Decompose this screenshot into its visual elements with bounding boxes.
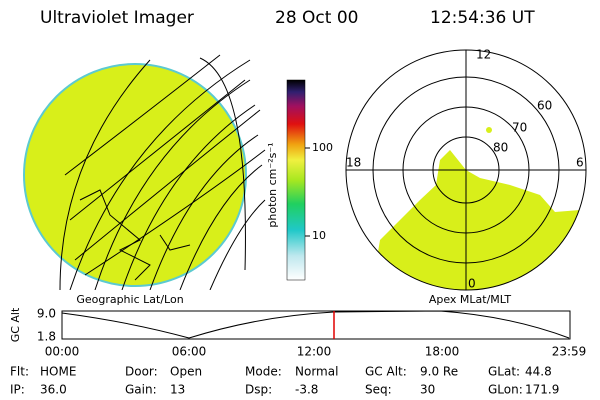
colorbar-label: photon cm⁻²s⁻¹ bbox=[266, 142, 279, 227]
panel-caption: Geographic Lat/Lon bbox=[76, 293, 183, 306]
status-label: GLon: bbox=[488, 383, 523, 397]
date: 28 Oct 00 bbox=[275, 8, 358, 28]
status-label: GC Alt: bbox=[365, 365, 407, 379]
status-value: 171.9 bbox=[525, 383, 559, 397]
x-tick-label: 18:00 bbox=[425, 345, 460, 359]
status-label: Door: bbox=[125, 365, 158, 379]
mlt-label: 18 bbox=[346, 156, 361, 170]
lat-label: 60 bbox=[537, 99, 552, 113]
status-label: Mode: bbox=[245, 365, 282, 379]
title: Ultraviolet Imager bbox=[40, 8, 194, 28]
status-label: Flt: bbox=[10, 365, 29, 379]
lat-label: 70 bbox=[512, 121, 527, 135]
colorbar-tick-label: 10 bbox=[312, 229, 326, 242]
x-tick-label: 12:00 bbox=[297, 345, 332, 359]
status-label: Gain: bbox=[125, 383, 157, 397]
status-label: Seq: bbox=[365, 383, 392, 397]
status-value: 36.0 bbox=[40, 383, 67, 397]
colorbar-tick-label: 100 bbox=[312, 141, 333, 154]
y-axis-label: GC Alt bbox=[9, 307, 22, 342]
x-tick-label: 06:00 bbox=[172, 345, 207, 359]
x-tick-label: 23:59 bbox=[552, 345, 587, 359]
status-label: Dsp: bbox=[245, 383, 272, 397]
colorbar bbox=[286, 79, 306, 281]
status-value: 13 bbox=[170, 383, 185, 397]
y-tick-label: 1.8 bbox=[37, 330, 56, 344]
status-label: GLat: bbox=[488, 365, 520, 379]
lat-label: 80 bbox=[493, 141, 508, 155]
status-label: IP: bbox=[10, 383, 25, 397]
status-value: Normal bbox=[295, 365, 338, 379]
x-tick-label: 00:00 bbox=[45, 345, 80, 359]
polar-plot: 12 6 0 18 80 70 60 bbox=[345, 48, 587, 291]
mlt-label: 6 bbox=[576, 156, 584, 170]
status-value: HOME bbox=[40, 365, 76, 379]
time: 12:54:36 UT bbox=[430, 8, 535, 28]
mlt-label: 12 bbox=[476, 48, 491, 62]
status-value: Open bbox=[170, 365, 202, 379]
y-tick-label: 9.0 bbox=[37, 307, 56, 321]
status-value: 9.0 Re bbox=[420, 365, 458, 379]
status-value: -3.8 bbox=[295, 383, 318, 397]
status-value: 44.8 bbox=[525, 365, 552, 379]
status-panel: Flt: HOME Door: Open Mode: Normal GC Alt: 9.0 R… bbox=[10, 365, 559, 397]
globe-image bbox=[23, 54, 266, 290]
mlt-label: 0 bbox=[468, 277, 476, 291]
altitude-plot: GC Alt 9.0 1.8 00:00 06:00 12:00 18:00 23:59 bbox=[9, 307, 586, 359]
panel-caption: Apex MLat/MLT bbox=[429, 293, 512, 306]
status-value: 30 bbox=[420, 383, 435, 397]
